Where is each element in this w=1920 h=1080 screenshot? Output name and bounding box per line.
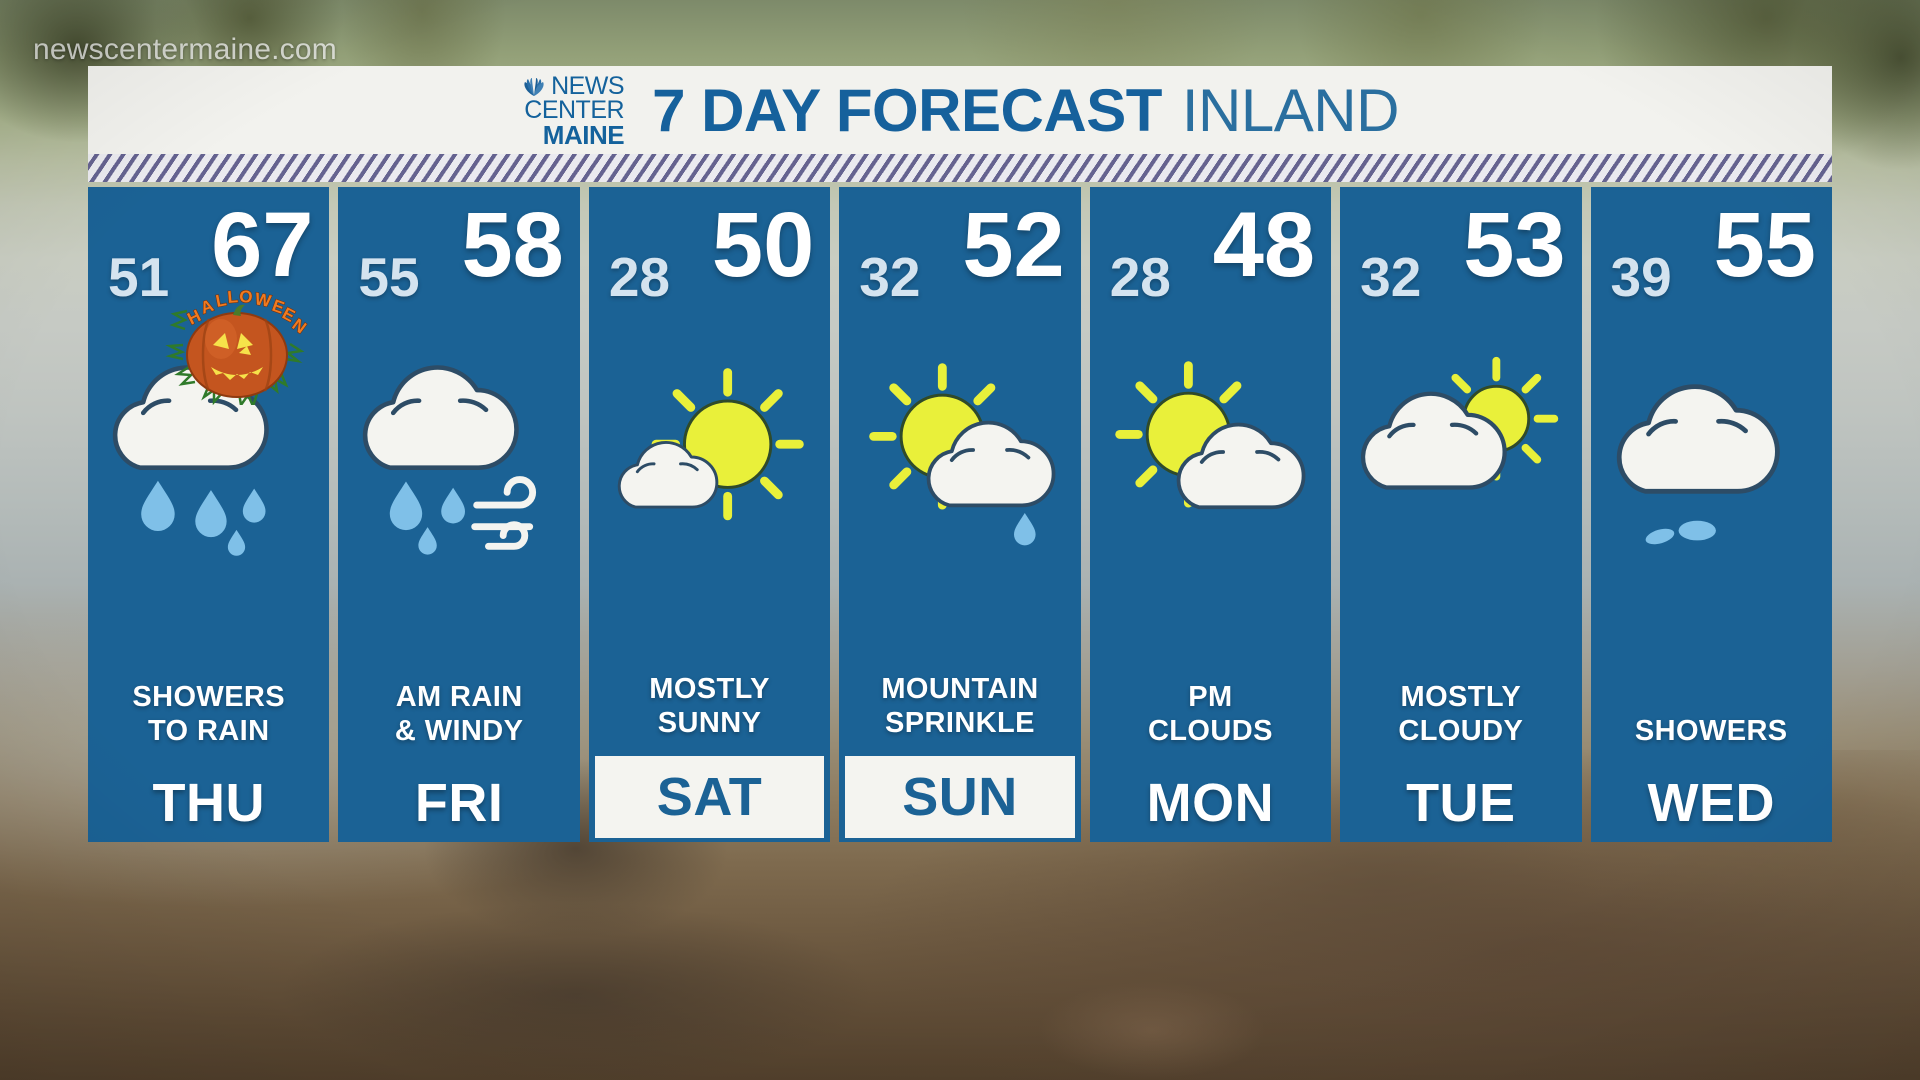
- forecast-day-column[interactable]: 39 55 SHOWERS WED: [1590, 187, 1832, 842]
- temperature-block: 39 55: [1591, 187, 1832, 315]
- condition-text: PM CLOUDS: [1090, 680, 1331, 764]
- svg-text:W: W: [254, 289, 274, 311]
- temperature-block: 51 67: [88, 187, 329, 315]
- high-temperature: 50: [711, 194, 815, 296]
- high-temperature: 58: [461, 194, 564, 296]
- title-region: INLAND: [1181, 76, 1400, 144]
- condition-line-1: PM: [1188, 680, 1233, 713]
- forecast-header: NEWS CENTER MAINE 7 DAY FORECAST INLAND: [88, 66, 1832, 154]
- temperature-block: 32 52: [839, 187, 1080, 315]
- cloud-behind-sun-icon: [1340, 331, 1581, 581]
- condition-line-2: SUNNY: [657, 706, 762, 739]
- day-label[interactable]: FRI: [414, 773, 504, 833]
- forecast-day-column[interactable]: 32 52 MOUNTAIN SPRINKLE SUN: [839, 187, 1081, 842]
- forecast-day-column[interactable]: 55 58 AM RAIN & WINDY FR: [338, 187, 580, 842]
- condition-text: SHOWERS: [1591, 714, 1832, 764]
- logo-line-center: CENTER: [524, 96, 625, 125]
- condition-line-1: AM RAIN: [395, 680, 523, 713]
- day-label[interactable]: SAT: [594, 756, 825, 838]
- temperature-block: 55 58: [338, 187, 579, 315]
- showers-cloud-icon: [1591, 331, 1832, 581]
- high-temperature: 53: [1463, 194, 1566, 296]
- low-temperature: 28: [1109, 246, 1171, 308]
- low-temperature: 39: [1610, 246, 1672, 308]
- condition-line-2: & WINDY: [394, 714, 524, 747]
- temperature-block: 28 48: [1090, 187, 1331, 315]
- halloween-pumpkin-sticker: H A L L O W E E N: [161, 283, 311, 410]
- sun-small-cloud-icon: [589, 331, 830, 581]
- condition-line-2: TO RAIN: [147, 714, 270, 747]
- condition-line-1: MOUNTAIN: [881, 672, 1039, 705]
- condition-line-1: SHOWERS: [132, 680, 286, 713]
- decorative-hatch-stripe: [88, 154, 1832, 182]
- logo-line-maine: MAINE: [542, 119, 625, 150]
- high-temperature: 67: [211, 194, 314, 296]
- svg-text:L: L: [215, 290, 229, 311]
- condition-line-2: CLOUDS: [1147, 714, 1273, 747]
- svg-text:L: L: [227, 287, 239, 307]
- halloween-pumpkin-sticker: H A L L O W E E N: [165, 286, 311, 410]
- low-temperature: 28: [608, 246, 671, 308]
- low-temperature: 32: [859, 246, 921, 308]
- high-temperature: 55: [1713, 194, 1816, 296]
- condition-text: MOSTLY CLOUDY: [1340, 680, 1581, 764]
- condition-text: MOUNTAIN SPRINKLE: [839, 672, 1080, 756]
- forecast-day-column[interactable]: 51 67: [88, 187, 330, 842]
- svg-text:O: O: [239, 287, 253, 307]
- day-label[interactable]: TUE: [1406, 773, 1516, 833]
- forecast-graphic-panel: NEWS CENTER MAINE 7 DAY FORECAST INLAND …: [88, 66, 1832, 856]
- site-watermark: newscentermaine.com: [33, 33, 337, 66]
- day-label[interactable]: SUN: [845, 756, 1075, 838]
- condition-line-1: MOSTLY: [1400, 680, 1522, 713]
- forecast-columns: 51 67: [88, 182, 1832, 842]
- logo-line-news: NEWS: [551, 72, 625, 101]
- condition-text: SHOWERS TO RAIN: [88, 680, 329, 764]
- forecast-day-column[interactable]: 28 50 MOSTLY SUNNY SAT: [588, 187, 831, 842]
- high-temperature: 52: [962, 194, 1065, 296]
- condition-text: AM RAIN & WINDY: [338, 680, 579, 764]
- condition-line-2: CLOUDY: [1398, 714, 1524, 747]
- day-label[interactable]: WED: [1647, 773, 1775, 833]
- page-title: 7 DAY FORECAST INLAND: [652, 76, 1399, 145]
- condition-text: MOSTLY SUNNY: [589, 672, 830, 756]
- news-center-maine-logo: NEWS CENTER MAINE: [521, 72, 625, 150]
- sun-cloud-icon: [1090, 331, 1331, 581]
- title-main: 7 DAY FORECAST: [652, 76, 1162, 144]
- low-temperature: 51: [108, 246, 170, 308]
- condition-line-1: MOSTLY: [649, 672, 770, 705]
- svg-text:A: A: [199, 296, 217, 318]
- low-temperature: 55: [358, 246, 420, 308]
- temperature-block: 28 50: [589, 187, 830, 315]
- high-temperature: 48: [1212, 194, 1316, 296]
- temperature-block: 32 53: [1340, 187, 1581, 315]
- forecast-day-column[interactable]: 28 48 PM CLOUDS MON: [1089, 187, 1332, 842]
- condition-line-2: SPRINKLE: [885, 706, 1035, 739]
- rain-wind-cloud-icon: [338, 331, 579, 581]
- day-label[interactable]: THU: [152, 773, 265, 833]
- day-label[interactable]: MON: [1146, 773, 1275, 833]
- forecast-day-column[interactable]: 32 53 MOSTLY CLOUDY TUE: [1340, 187, 1582, 842]
- nbc-peacock-icon: [524, 78, 544, 97]
- sun-cloud-drop-icon: [839, 331, 1080, 581]
- condition-line-1: SHOWERS: [1634, 714, 1788, 747]
- low-temperature: 32: [1360, 246, 1422, 308]
